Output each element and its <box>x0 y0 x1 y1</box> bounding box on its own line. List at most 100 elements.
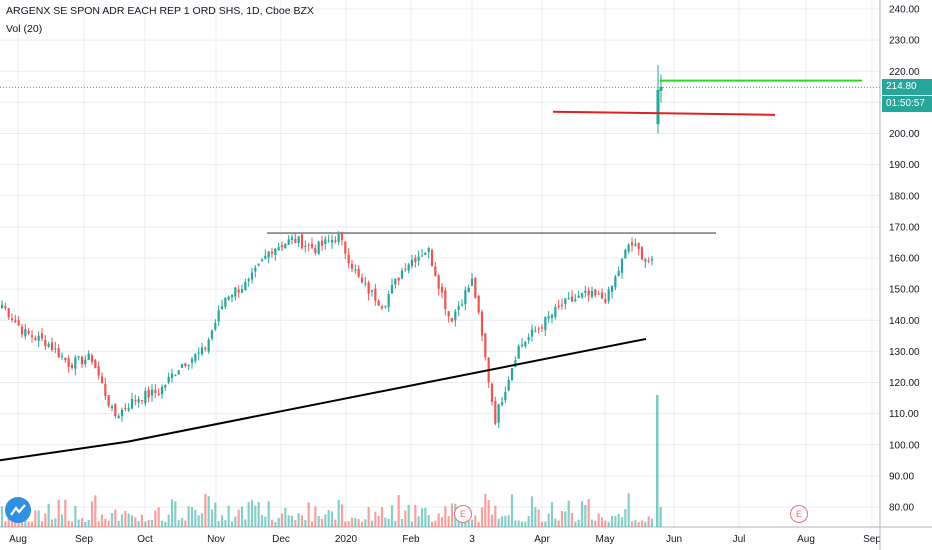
volume-bar <box>154 510 157 527</box>
volume-bar <box>230 521 234 527</box>
earnings-marker-1[interactable]: E <box>454 505 472 523</box>
volume-bar <box>487 500 490 527</box>
candle-body <box>264 255 267 259</box>
candle-body <box>30 335 34 337</box>
volume-bar <box>627 493 630 527</box>
candle-body <box>497 404 500 423</box>
volume-bar <box>584 505 587 527</box>
candle-body <box>0 304 4 308</box>
volume-bar <box>240 506 244 527</box>
volume-bar <box>594 520 597 527</box>
volume-bar <box>344 521 347 527</box>
volume-bar <box>94 495 97 527</box>
candle-body <box>54 348 57 350</box>
volume-bar <box>284 507 287 527</box>
candle-body <box>380 306 384 309</box>
volume-bar <box>237 509 240 527</box>
volume-bar <box>404 510 407 527</box>
volume-bar <box>177 520 180 527</box>
x-tick-label: 3 <box>469 534 475 545</box>
candle-body <box>534 330 537 332</box>
volume-bar <box>40 521 44 527</box>
volume-bar <box>614 515 617 527</box>
candle-body <box>407 264 410 271</box>
candle-body <box>467 287 470 293</box>
volume-bar <box>480 507 484 527</box>
candle-body <box>444 290 447 309</box>
volume-bar <box>84 521 87 527</box>
volume-bar <box>530 496 534 527</box>
candle-body <box>477 296 480 313</box>
volume-bar <box>130 515 134 527</box>
candle-body <box>217 310 220 322</box>
volume-bar <box>600 517 604 527</box>
volume-bar <box>244 519 247 527</box>
volume-bar <box>174 501 177 527</box>
candle-body <box>507 379 510 391</box>
candle-body <box>524 342 527 347</box>
logo-icon <box>10 504 26 516</box>
candle-body <box>167 376 170 383</box>
candle-body <box>4 306 7 309</box>
volume-bar <box>630 521 634 527</box>
candle-body <box>290 237 294 240</box>
volume-bar <box>134 517 137 527</box>
candle-body <box>630 242 634 246</box>
volume-bar <box>187 506 190 527</box>
candle-body <box>64 358 67 361</box>
volume-bar <box>470 519 474 527</box>
candle-body <box>424 252 427 255</box>
candle-body <box>617 270 620 276</box>
earnings-marker-2[interactable]: E <box>790 505 808 523</box>
x-tick-label: Sep <box>75 534 93 545</box>
volume-bar <box>384 517 387 527</box>
volume-bar <box>647 516 650 527</box>
y-tick-label: 100.00 <box>889 440 920 451</box>
candle-body <box>567 297 570 299</box>
volume-bar <box>597 513 600 527</box>
volume-bar <box>457 519 460 527</box>
candle-body <box>200 347 204 355</box>
volume-bar <box>420 508 424 527</box>
volume-bar <box>444 506 447 527</box>
volume-indicator-label[interactable]: Vol (20) <box>6 23 43 35</box>
candle-body <box>284 243 287 249</box>
volume-bar <box>274 521 277 527</box>
volume-bar <box>567 500 570 527</box>
candle-body <box>614 276 617 288</box>
candle-body <box>610 285 614 292</box>
volume-bar <box>350 517 354 527</box>
volume-bar <box>77 519 80 527</box>
candle-body <box>574 299 577 301</box>
candle-body <box>540 327 544 329</box>
tradingview-logo[interactable] <box>5 497 31 523</box>
candle-body <box>277 247 280 251</box>
volume-bar <box>307 502 310 527</box>
candle-body <box>274 248 277 256</box>
candle-body <box>314 248 317 253</box>
volume-bar <box>197 515 200 527</box>
volume-bar <box>64 499 67 527</box>
candle-body <box>427 248 430 253</box>
volume-bar <box>147 519 150 527</box>
support-line <box>127 337 647 443</box>
candle-body <box>327 240 330 242</box>
volume-bar <box>540 521 544 527</box>
candle-body <box>547 316 550 319</box>
volume-bar <box>554 518 557 527</box>
candle-body <box>124 407 127 410</box>
candle-body <box>450 318 454 322</box>
candle-body <box>27 330 30 334</box>
candle-body <box>287 239 290 245</box>
volume-bar <box>410 521 414 527</box>
volume-bar <box>450 503 454 527</box>
volume-bar <box>87 520 90 527</box>
volume-bar <box>387 518 390 527</box>
volume-bar <box>217 521 220 527</box>
volume-bar <box>260 514 264 527</box>
candle-body <box>350 264 354 269</box>
volume-bar <box>374 511 377 527</box>
x-tick-label: Dec <box>272 534 290 545</box>
candle-body <box>384 305 387 307</box>
